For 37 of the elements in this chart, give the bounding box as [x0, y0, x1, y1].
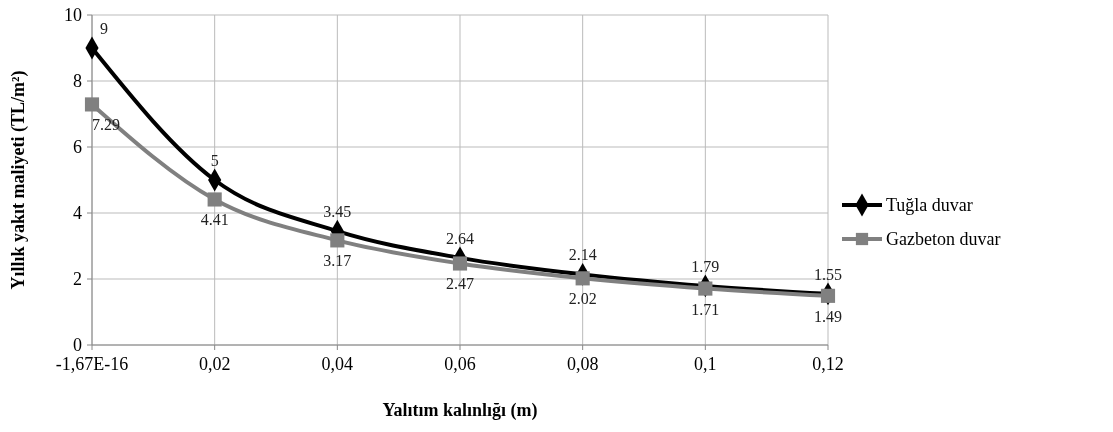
point [698, 281, 713, 296]
x-axis-title: Yalıtım kalınlığı (m) [382, 400, 538, 421]
x-tick-label: 0,02 [198, 354, 231, 374]
point [575, 271, 590, 286]
x-tick-label: 0,1 [694, 354, 717, 374]
data-label: 2.02 [568, 290, 597, 308]
data-label: 2.64 [446, 229, 474, 247]
point [820, 288, 836, 303]
y-tick-label: 10 [64, 5, 82, 25]
data-label: 4.41 [200, 211, 229, 229]
data-label: 3.45 [323, 203, 352, 221]
x-tick-label: -1,67E-16 [55, 354, 129, 374]
data-label: 1.55 [814, 265, 842, 283]
y-tick-label: 2 [73, 269, 82, 289]
x-tick-label: 0,08 [566, 354, 599, 374]
point [452, 256, 468, 271]
data-label: 1.71 [691, 300, 720, 318]
x-tick-label: 0,06 [444, 354, 476, 374]
legend-label: Gazbeton duvar [886, 229, 1001, 249]
y-tick-label: 6 [73, 137, 82, 157]
y-tick-label: 4 [73, 203, 82, 223]
data-label: 2.47 [446, 275, 474, 293]
data-label: 9 [100, 20, 108, 37]
data-label: 2.14 [568, 246, 597, 264]
x-tick-label: 0,04 [321, 354, 354, 374]
point [330, 233, 345, 248]
legend-label: Tuğla duvar [886, 195, 973, 215]
x-tick-label: 0,12 [812, 354, 844, 374]
y-tick-label: 8 [73, 71, 82, 91]
y-tick-label: 0 [73, 335, 82, 355]
point [84, 97, 100, 112]
data-label: 3.17 [323, 252, 352, 270]
data-label: 1.49 [814, 307, 842, 325]
data-label: 1.79 [691, 257, 720, 275]
data-label: 5 [210, 152, 219, 169]
y-axis-title: Yıllık yakıt maliyeti (TL/m²) [8, 70, 29, 290]
point [207, 192, 222, 207]
